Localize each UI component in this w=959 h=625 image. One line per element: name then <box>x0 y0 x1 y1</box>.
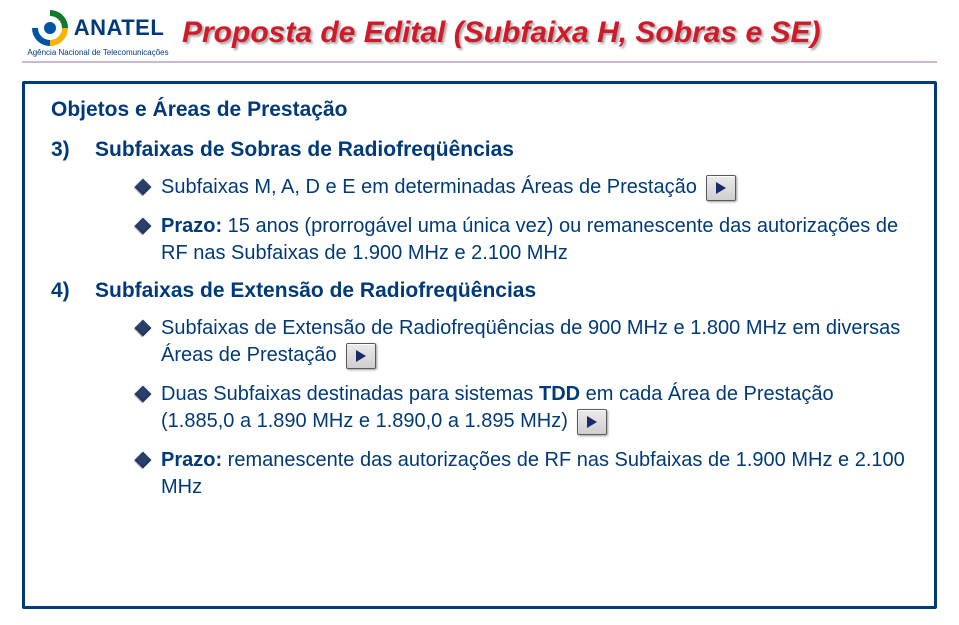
bullet-item: Prazo: 15 anos (prorrogável uma única ve… <box>137 213 908 267</box>
bullet-list-3: Subfaixas M, A, D e E em determinadas Ár… <box>137 174 908 267</box>
arrow-button[interactable] <box>706 175 736 201</box>
page-title: Proposta de Edital (Subfaixa H, Sobras e… <box>182 16 820 50</box>
bullet-text: Prazo: 15 anos (prorrogável uma única ve… <box>161 213 908 267</box>
logo-subtext: Agência Nacional de Telecomunicações <box>27 48 168 57</box>
bullet-icon <box>135 179 152 196</box>
logo-icon <box>32 10 68 46</box>
logo-block: ANATEL Agência Nacional de Telecomunicaç… <box>18 10 178 57</box>
item-title: Subfaixas de Extensão de Radiofreqüência… <box>95 279 536 303</box>
play-icon <box>716 182 726 194</box>
bullet-item: Prazo: remanescente das autorizações de … <box>137 447 908 501</box>
item-title: Subfaixas de Sobras de Radiofreqüências <box>95 138 514 162</box>
play-icon <box>356 350 366 362</box>
content-frame: Objetos e Áreas de Prestação 3) Subfaixa… <box>22 81 937 609</box>
play-icon <box>587 416 597 428</box>
section-heading: Objetos e Áreas de Prestação <box>51 98 908 122</box>
bullet-text: Subfaixas de Extensão de Radiofreqüência… <box>161 315 908 369</box>
arrow-button[interactable] <box>346 343 376 369</box>
bullet-icon <box>135 452 152 469</box>
bullet-item: Subfaixas M, A, D e E em determinadas Ár… <box>137 174 908 201</box>
arrow-button[interactable] <box>577 409 607 435</box>
bullet-text: Subfaixas M, A, D e E em determinadas Ár… <box>161 174 908 201</box>
bullet-icon <box>135 218 152 235</box>
bullet-icon <box>135 320 152 337</box>
item-number: 3) <box>51 138 81 162</box>
header: ANATEL Agência Nacional de Telecomunicaç… <box>0 0 959 57</box>
bullet-text: Prazo: remanescente das autorizações de … <box>161 447 908 501</box>
bullet-icon <box>135 386 152 403</box>
item-number: 4) <box>51 279 81 303</box>
bullet-list-4: Subfaixas de Extensão de Radiofreqüência… <box>137 315 908 501</box>
bullet-item: Subfaixas de Extensão de Radiofreqüência… <box>137 315 908 369</box>
numbered-item-3: 3) Subfaixas de Sobras de Radiofreqüênci… <box>51 138 908 162</box>
bullet-text: Duas Subfaixas destinadas para sistemas … <box>161 381 908 435</box>
logo-text: ANATEL <box>74 15 165 41</box>
numbered-item-4: 4) Subfaixas de Extensão de Radiofreqüên… <box>51 279 908 303</box>
divider <box>22 61 937 63</box>
logo-row: ANATEL <box>32 10 165 46</box>
bullet-item: Duas Subfaixas destinadas para sistemas … <box>137 381 908 435</box>
